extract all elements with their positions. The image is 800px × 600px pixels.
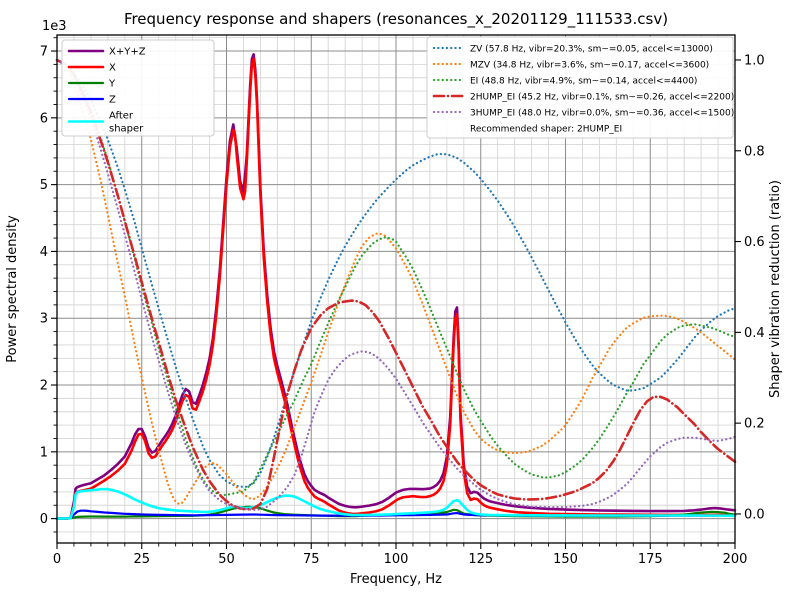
curve-x+y+z — [55, 53, 737, 520]
legend-label-zv: ZV (57.8 Hz, vibr=20.3%, sm~=0.05, accel… — [470, 45, 713, 55]
curves-layer — [55, 53, 737, 520]
y-left-axis-label: Power spectral density — [5, 215, 20, 363]
curve-zv — [55, 58, 737, 488]
curve-2hump-ei — [55, 58, 737, 511]
x-tick-label: 0 — [53, 552, 61, 567]
legend-left-box — [61, 39, 215, 137]
y-right-tick-label: 0.2 — [744, 417, 765, 432]
curve-x — [55, 57, 737, 520]
legend-label-x: X — [109, 63, 116, 74]
y-right-tick-label: 0.0 — [744, 507, 765, 522]
legends-layer: X+Y+Z XYZ After shaper ZV (57.8 Hz, vibr=20.… — [61, 36, 734, 139]
curve-ei — [55, 58, 737, 496]
y-left-tick-label: 7 — [40, 45, 48, 60]
x-tick-label: 175 — [638, 552, 663, 567]
ticks-layer: 0 25 50 75 100 125 150 175 200 0 1 2 3 4 5 6 7 0.0 0.2 0.4 0… — [40, 37, 765, 567]
curve-3hump-ei — [55, 58, 737, 511]
y-right-tick-label: 0.8 — [744, 144, 765, 159]
legend-label-3hump-ei: 3HUMP_EI (48.0 Hz, vibr=0.0%, sm~=0.36, … — [470, 109, 734, 119]
curve-mzv — [55, 58, 737, 506]
y-right-tick-label: 0.6 — [744, 235, 765, 250]
y-left-tick-label: 3 — [40, 312, 48, 327]
legend-label-z: Z — [109, 95, 116, 106]
y-axis-offset-label: 1e3 — [42, 19, 67, 34]
y-left-tick-label: 4 — [40, 245, 48, 260]
chart-title: Frequency response and shapers (resonanc… — [124, 10, 668, 29]
legend-label-after-shaper: shaper — [109, 124, 144, 135]
y-right-axis-label: Shaper vibration reduction (ratio) — [768, 180, 783, 398]
x-tick-label: 50 — [218, 552, 235, 567]
x-tick-label: 200 — [723, 552, 748, 567]
x-tick-label: 75 — [303, 552, 320, 567]
legend-label-after-shaper: After — [109, 111, 134, 122]
y-left-tick-label: 1 — [40, 445, 48, 460]
x-tick-label: 125 — [468, 552, 493, 567]
x-axis-label: Frequency, Hz — [350, 572, 442, 587]
y-right-tick-label: 0.4 — [744, 326, 765, 341]
y-left-tick-label: 6 — [40, 111, 48, 126]
legend-label-ei: EI (48.8 Hz, vibr=4.9%, sm~=0.14, accel<… — [470, 77, 697, 87]
legend-right-box — [426, 36, 734, 139]
legend-label-mzv: MZV (34.8 Hz, vibr=3.6%, sm~=0.17, accel… — [470, 61, 709, 71]
y-left-tick-label: 2 — [40, 379, 48, 394]
x-tick-label: 150 — [553, 552, 578, 567]
legend-label-recommended: Recommended shaper: 2HUMP_EI — [470, 125, 622, 135]
legend-label-y: Y — [108, 79, 116, 90]
x-tick-label: 100 — [384, 552, 409, 567]
y-left-tick-label: 0 — [40, 512, 48, 527]
y-left-tick-label: 5 — [40, 178, 48, 193]
curve-after-shaper — [55, 487, 737, 520]
legend-label-2hump-ei: 2HUMP_EI (45.2 Hz, vibr=0.1%, sm~=0.26, … — [470, 93, 734, 103]
legend-label-x+y+z: X+Y+Z — [109, 47, 146, 58]
y-right-tick-label: 1.0 — [744, 53, 765, 68]
x-tick-label: 25 — [133, 552, 150, 567]
